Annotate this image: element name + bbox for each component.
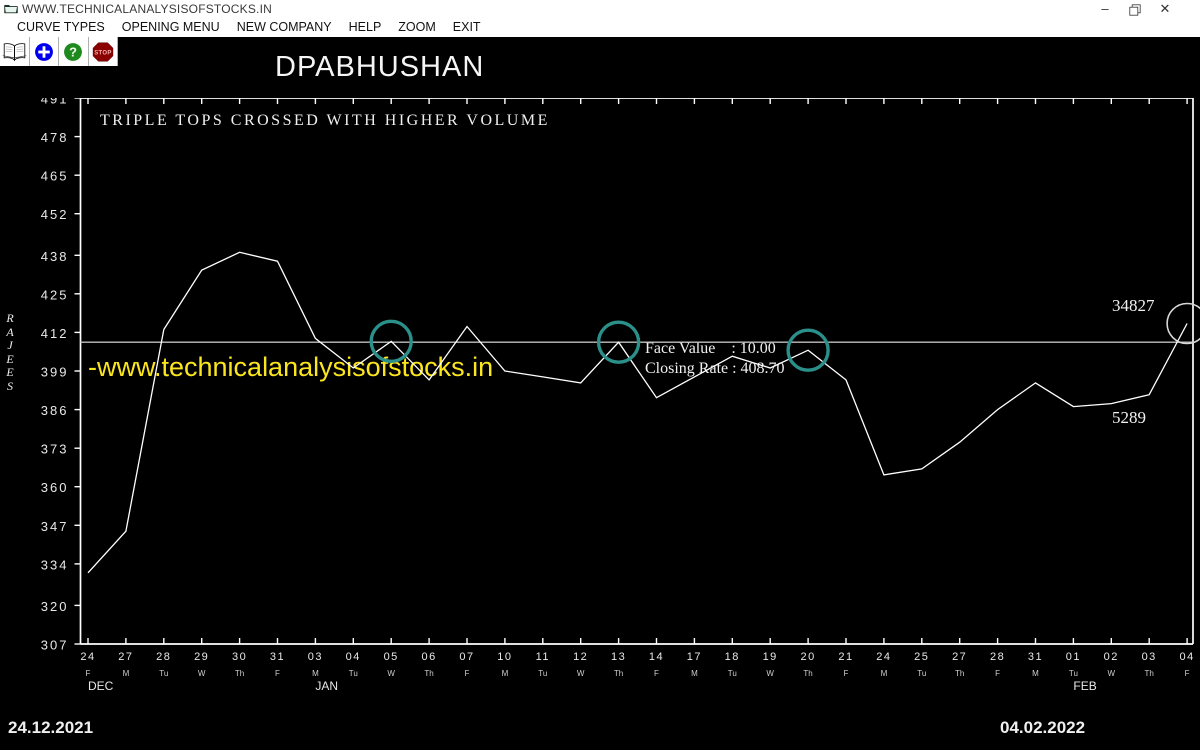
svg-text:04: 04 xyxy=(1179,651,1194,663)
svg-text:M: M xyxy=(1032,669,1039,678)
svg-text:27: 27 xyxy=(952,651,967,663)
svg-text:F: F xyxy=(86,669,91,678)
svg-text:Th: Th xyxy=(955,669,964,678)
svg-text:25: 25 xyxy=(914,651,929,663)
svg-text:DEC: DEC xyxy=(88,679,114,693)
svg-text:Tu: Tu xyxy=(917,669,926,678)
svg-text:STOP: STOP xyxy=(94,50,112,56)
svg-text:F: F xyxy=(844,669,849,678)
svg-text:Th: Th xyxy=(1145,669,1154,678)
svg-text:W: W xyxy=(198,669,206,678)
svg-text:31: 31 xyxy=(1028,651,1043,663)
svg-text:Th: Th xyxy=(235,669,244,678)
svg-text:Tu: Tu xyxy=(159,669,168,678)
svg-text:425: 425 xyxy=(41,287,69,302)
svg-text:M: M xyxy=(881,669,888,678)
svg-text:Th: Th xyxy=(614,669,623,678)
svg-text:19: 19 xyxy=(763,651,778,663)
svg-text:438: 438 xyxy=(41,249,69,264)
svg-text:360: 360 xyxy=(41,480,69,495)
svg-text:07: 07 xyxy=(459,651,474,663)
svg-text:20: 20 xyxy=(800,651,815,663)
svg-text:12: 12 xyxy=(573,651,588,663)
svg-text:W: W xyxy=(766,669,774,678)
svg-text:27: 27 xyxy=(118,651,133,663)
svg-text:M: M xyxy=(502,669,509,678)
svg-text:Tu: Tu xyxy=(728,669,737,678)
svg-text:13: 13 xyxy=(611,651,626,663)
svg-text:18: 18 xyxy=(725,651,740,663)
svg-text:06: 06 xyxy=(421,651,436,663)
svg-text:01: 01 xyxy=(1066,651,1081,663)
svg-text:FEB: FEB xyxy=(1073,679,1096,693)
svg-text:30: 30 xyxy=(232,651,247,663)
svg-text:03: 03 xyxy=(308,651,323,663)
svg-text:M: M xyxy=(123,669,130,678)
svg-text:399: 399 xyxy=(41,365,69,380)
svg-text:?: ? xyxy=(69,44,77,59)
svg-text:Th: Th xyxy=(424,669,433,678)
svg-text:347: 347 xyxy=(41,519,69,534)
svg-text:491: 491 xyxy=(41,98,69,107)
svg-text:29: 29 xyxy=(194,651,209,663)
svg-text:W: W xyxy=(577,669,585,678)
svg-text:478: 478 xyxy=(41,130,69,145)
svg-text:03: 03 xyxy=(1142,651,1157,663)
svg-text:M: M xyxy=(691,669,698,678)
svg-text:F: F xyxy=(275,669,280,678)
svg-text:21: 21 xyxy=(838,651,853,663)
svg-text:Tu: Tu xyxy=(1069,669,1078,678)
svg-text:Tu: Tu xyxy=(538,669,547,678)
svg-text:JAN: JAN xyxy=(315,679,338,693)
svg-text:11: 11 xyxy=(536,651,550,663)
svg-text:10: 10 xyxy=(497,651,512,663)
svg-text:17: 17 xyxy=(687,651,702,663)
svg-text:334: 334 xyxy=(41,557,69,572)
svg-text:Th: Th xyxy=(803,669,812,678)
svg-text:412: 412 xyxy=(41,326,69,341)
svg-text:307: 307 xyxy=(41,638,69,653)
svg-text:320: 320 xyxy=(41,599,69,614)
svg-text:24: 24 xyxy=(876,651,891,663)
svg-text:31: 31 xyxy=(270,651,285,663)
svg-text:02: 02 xyxy=(1104,651,1119,663)
svg-text:24: 24 xyxy=(80,651,95,663)
svg-text:F: F xyxy=(465,669,470,678)
svg-text:F: F xyxy=(995,669,1000,678)
svg-text:W: W xyxy=(1108,669,1116,678)
svg-text:M: M xyxy=(312,669,319,678)
svg-text:452: 452 xyxy=(41,207,69,222)
svg-text:Tu: Tu xyxy=(349,669,358,678)
svg-text:14: 14 xyxy=(649,651,664,663)
svg-text:465: 465 xyxy=(41,169,69,184)
svg-text:373: 373 xyxy=(41,442,69,457)
svg-text:F: F xyxy=(1185,669,1190,678)
svg-text:04: 04 xyxy=(346,651,361,663)
svg-text:28: 28 xyxy=(990,651,1005,663)
svg-text:28: 28 xyxy=(156,651,171,663)
svg-text:386: 386 xyxy=(41,403,69,418)
svg-text:05: 05 xyxy=(384,651,399,663)
svg-text:F: F xyxy=(654,669,659,678)
svg-text:W: W xyxy=(387,669,395,678)
